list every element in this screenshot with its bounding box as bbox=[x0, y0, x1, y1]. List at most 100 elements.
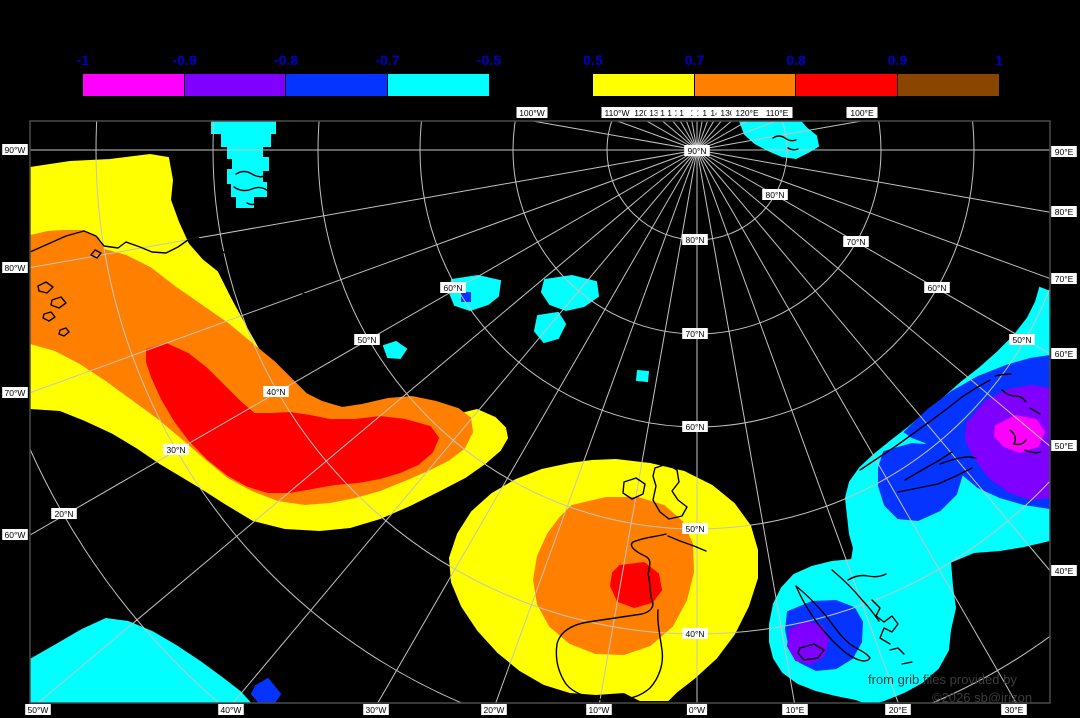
lat-label: 40°N bbox=[682, 628, 708, 639]
lon-label-bottom-box bbox=[782, 704, 808, 715]
negative-colorbar-tick-label: -0.7 bbox=[375, 52, 400, 68]
lon-label-left-text: 80°W bbox=[5, 263, 26, 273]
positive-colorbar-tick-label: 0.8 bbox=[786, 52, 806, 68]
lon-label-bottom-text: 20°W bbox=[484, 705, 505, 715]
region-greenland-cyan bbox=[211, 121, 276, 208]
lon-label-top-box bbox=[846, 107, 878, 118]
lat-label-text: 80°N bbox=[686, 235, 705, 245]
lon-label-left-box bbox=[2, 387, 28, 398]
lat-label-text: 60°N bbox=[686, 422, 705, 432]
lat-label: 90°N bbox=[684, 145, 710, 156]
positive-colorbar: 0.5 0.7 0.8 0.9 1 bbox=[583, 52, 1003, 97]
meridian-line bbox=[696, 149, 1050, 213]
lon-label-top: 100°E bbox=[846, 107, 878, 118]
lon-label-right: 70°E bbox=[1051, 273, 1077, 284]
lon-label-bottom-box bbox=[686, 704, 708, 715]
region-banana-red bbox=[146, 342, 440, 493]
lon-label-right-text: 60°E bbox=[1055, 349, 1074, 359]
lon-label-left-text: 70°W bbox=[5, 388, 26, 398]
lat-label: 70°N bbox=[682, 328, 708, 339]
lon-label-bottom-box bbox=[586, 704, 612, 715]
lon-label-top: 100°W bbox=[516, 107, 548, 118]
lon-label-top-box bbox=[516, 107, 548, 118]
lon-label-right-box bbox=[1051, 348, 1077, 359]
lon-label-top-box bbox=[761, 107, 793, 118]
region-mid-cyan-e bbox=[635, 369, 650, 383]
lat-label: 60°N bbox=[924, 282, 950, 293]
lat-label: 80°N bbox=[682, 234, 708, 245]
lat-label-box bbox=[924, 282, 950, 293]
lon-label-right-text: 80°E bbox=[1055, 207, 1074, 217]
negative-colorbar-tick-label: -0.5 bbox=[476, 52, 502, 68]
attribution-line1: from grib files provided by bbox=[868, 672, 1017, 687]
lon-label-right-box bbox=[1051, 206, 1077, 217]
lon-label-bottom-box bbox=[885, 704, 911, 715]
negative-colorbar-segment bbox=[184, 74, 286, 96]
positive-colorbar-tick-label: 0.7 bbox=[684, 52, 705, 68]
meridian-line bbox=[598, 149, 698, 703]
lon-label-top-text: 110°W bbox=[605, 108, 630, 118]
meridian-line bbox=[696, 149, 899, 703]
lon-label-left-text: 90°W bbox=[5, 145, 26, 155]
coastline-adriatic-coast bbox=[831, 569, 880, 622]
lon-label-bottom-box bbox=[481, 704, 507, 715]
lon-label-left: 80°W bbox=[2, 262, 28, 273]
positive-colorbar-tick-label: 0.9 bbox=[887, 52, 908, 68]
coastline-labrador-islands bbox=[37, 249, 102, 337]
meridian-line bbox=[696, 149, 1050, 355]
meridian-line bbox=[30, 149, 698, 269]
lat-label-text: 50°N bbox=[358, 335, 377, 345]
lat-label: 30°N bbox=[163, 444, 189, 455]
lat-label-box bbox=[263, 386, 289, 397]
region-east-magenta bbox=[993, 414, 1046, 454]
meridian-line bbox=[232, 149, 698, 703]
lon-label-bottom-text: 20°E bbox=[889, 705, 908, 715]
lat-label: 40°N bbox=[263, 386, 289, 397]
meridian-line bbox=[696, 121, 865, 151]
negative-colorbar-tick-label: -1 bbox=[76, 52, 90, 68]
lon-label-left-box bbox=[2, 144, 28, 155]
lon-label-bottom: 40°W bbox=[218, 704, 244, 715]
lat-label-text: 20°N bbox=[55, 509, 74, 519]
negative-colorbar-tick-label: -0.8 bbox=[273, 52, 299, 68]
positive-colorbar-segment bbox=[593, 74, 695, 96]
lon-label-top-text: 100°E bbox=[850, 108, 874, 118]
negative-colorbar-segment bbox=[387, 74, 489, 96]
lon-label-bottom-text: 30°W bbox=[366, 705, 387, 715]
lon-label-left: 70°W bbox=[2, 387, 28, 398]
coastline-italy-coast bbox=[795, 585, 871, 662]
meridian-line bbox=[696, 149, 1017, 703]
lon-label-left: 90°W bbox=[2, 144, 28, 155]
lon-label-bottom-text: 0°W bbox=[689, 705, 705, 715]
coastline-ireland bbox=[622, 477, 646, 500]
negative-colorbar-segment bbox=[286, 74, 388, 96]
lat-label-box bbox=[684, 145, 710, 156]
lon-label-bottom: 0°W bbox=[686, 704, 708, 715]
lat-label-box bbox=[163, 444, 189, 455]
lon-label-right-box bbox=[1051, 565, 1077, 576]
meridian-line bbox=[696, 149, 1050, 280]
lon-label-right-box bbox=[1051, 440, 1077, 451]
lat-label-text: 70°N bbox=[847, 237, 866, 247]
lon-label-bottom: 50°W bbox=[25, 704, 51, 715]
lon-label-bottom-text: 10°E bbox=[786, 705, 805, 715]
coastline-france-iberia-coast bbox=[555, 533, 667, 701]
lon-label-bottom: 10°E bbox=[782, 704, 808, 715]
region-bottomleft-blue bbox=[250, 677, 282, 703]
meridian-line bbox=[37, 149, 698, 703]
meridian-line bbox=[377, 149, 698, 703]
lon-label-top-box bbox=[731, 107, 763, 118]
coastline-baltic-coast bbox=[897, 451, 977, 493]
lat-label: 80°N bbox=[762, 189, 788, 200]
lat-label-box bbox=[354, 334, 380, 345]
lat-label-box bbox=[440, 282, 466, 293]
positive-colorbar-tick-label: 1 bbox=[995, 52, 1003, 68]
lat-label: 50°N bbox=[682, 523, 708, 534]
lon-label-top-text: 110°E bbox=[766, 108, 789, 118]
meridian-line bbox=[30, 149, 698, 394]
region-iberia-red bbox=[609, 561, 663, 609]
